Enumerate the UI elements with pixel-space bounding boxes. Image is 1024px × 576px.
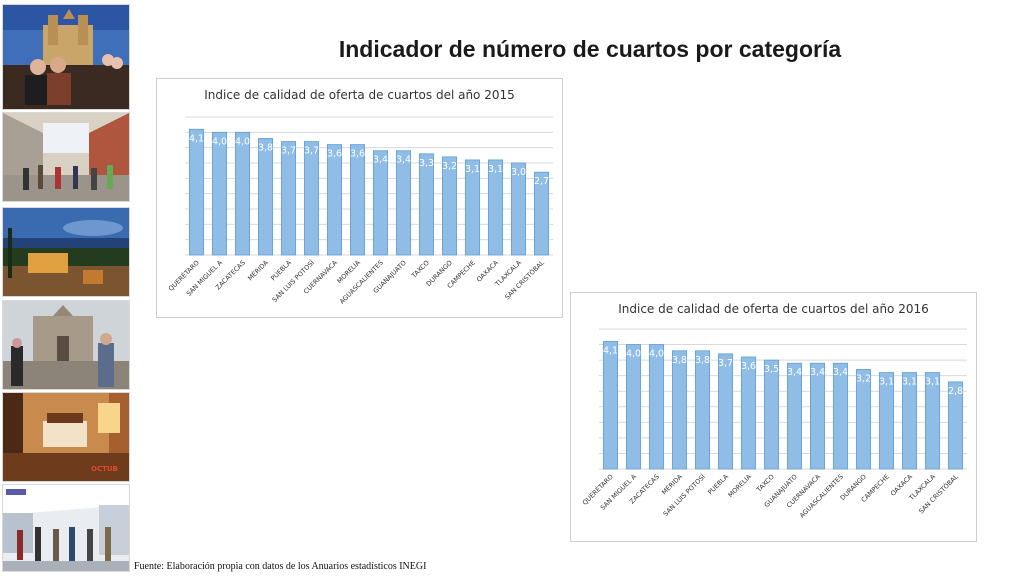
data-label: 3,1 — [925, 377, 940, 388]
bar — [188, 128, 205, 256]
bar — [349, 144, 366, 256]
bar — [740, 356, 757, 470]
bar — [303, 141, 320, 256]
data-label: 3,5 — [764, 364, 779, 375]
photo-church-tourists — [2, 300, 130, 390]
category-tick-label: MORELIA — [727, 472, 754, 499]
chart-2016: Indice de calidad de oferta de cuartos d… — [570, 292, 977, 542]
category-tick-label: TAXCO — [754, 473, 776, 495]
category-tick-label: TAXCO — [409, 259, 431, 281]
bar — [878, 372, 895, 470]
data-label: 3,4 — [787, 367, 802, 378]
data-label: 3,6 — [741, 361, 756, 372]
photo-shopping-arcade — [2, 484, 130, 572]
photo-hotel-courtyard-night — [2, 207, 130, 297]
bar — [901, 372, 918, 470]
bar — [257, 138, 274, 256]
data-label: 3,3 — [419, 158, 434, 169]
data-label: 3,1 — [902, 377, 917, 388]
data-label: 4,0 — [212, 136, 227, 147]
chart-title: Indice de calidad de oferta de cuartos d… — [618, 302, 929, 316]
photo-caption: OCTUB — [91, 465, 118, 473]
data-label: 4,0 — [235, 136, 250, 147]
data-label: 4,1 — [603, 345, 618, 356]
bar — [924, 372, 941, 470]
data-label: 3,8 — [258, 142, 273, 153]
bar — [809, 362, 826, 470]
data-label: 3,4 — [396, 155, 411, 166]
bar — [234, 131, 251, 256]
source-note: Fuente: Elaboración propia con datos de … — [134, 561, 427, 572]
data-label: 2,8 — [948, 386, 963, 397]
category-tick-label: SAN LUIS POTOSÍ — [661, 472, 707, 518]
bar — [464, 159, 481, 256]
bar — [487, 159, 504, 256]
photo-hotel-room: OCTUB — [2, 392, 130, 482]
data-label: 3,7 — [304, 146, 319, 157]
data-label: 3,7 — [281, 146, 296, 157]
data-label: 3,2 — [442, 161, 457, 172]
photo-strip: OCTUB — [0, 4, 132, 572]
data-label: 3,1 — [488, 164, 503, 175]
bar — [211, 131, 228, 256]
category-tick-label: SAN CRISTÓBAL — [917, 472, 961, 516]
chart-title: Indice de calidad de oferta de cuartos d… — [204, 88, 515, 102]
bar — [648, 344, 665, 470]
data-label: 3,1 — [465, 164, 480, 175]
bar — [717, 353, 734, 470]
data-label: 3,1 — [879, 377, 894, 388]
bar — [947, 381, 964, 470]
photo-pedestrian-street — [2, 112, 130, 202]
bar — [602, 341, 619, 470]
photo-cathedral-terrace — [2, 4, 130, 110]
bar — [625, 344, 642, 470]
category-tick-label: MÉRIDA — [246, 258, 271, 283]
data-label: 3,6 — [327, 149, 342, 160]
bar — [832, 362, 849, 470]
bar — [763, 359, 780, 470]
chart-2015: Indice de calidad de oferta de cuartos d… — [156, 78, 563, 318]
bar — [395, 150, 412, 256]
category-tick-label: SAN LUIS POTOSÍ — [270, 258, 316, 304]
data-label: 4,0 — [649, 349, 664, 360]
data-label: 3,0 — [511, 167, 526, 178]
data-label: 3,2 — [856, 373, 871, 384]
data-label: 3,4 — [810, 367, 825, 378]
bar — [280, 141, 297, 256]
data-label: 3,8 — [695, 355, 710, 366]
data-label: 2,7 — [534, 176, 549, 187]
data-label: 3,7 — [718, 358, 733, 369]
data-label: 3,8 — [672, 355, 687, 366]
bar — [786, 362, 803, 470]
data-label: 4,1 — [189, 133, 204, 144]
bar — [694, 350, 711, 470]
bar — [441, 156, 458, 256]
category-tick-label: SAN CRISTÓBAL — [503, 258, 547, 302]
data-label: 3,4 — [833, 367, 848, 378]
bar — [372, 150, 389, 256]
slide-title: Indicador de número de cuartos por categ… — [338, 36, 842, 62]
data-label: 4,0 — [626, 349, 641, 360]
bar — [855, 369, 872, 470]
bar — [671, 350, 688, 470]
data-label: 3,4 — [373, 155, 388, 166]
bar — [418, 153, 435, 256]
bar — [533, 171, 550, 256]
data-label: 3,6 — [350, 149, 365, 160]
bar — [326, 144, 343, 256]
bar — [510, 162, 527, 256]
